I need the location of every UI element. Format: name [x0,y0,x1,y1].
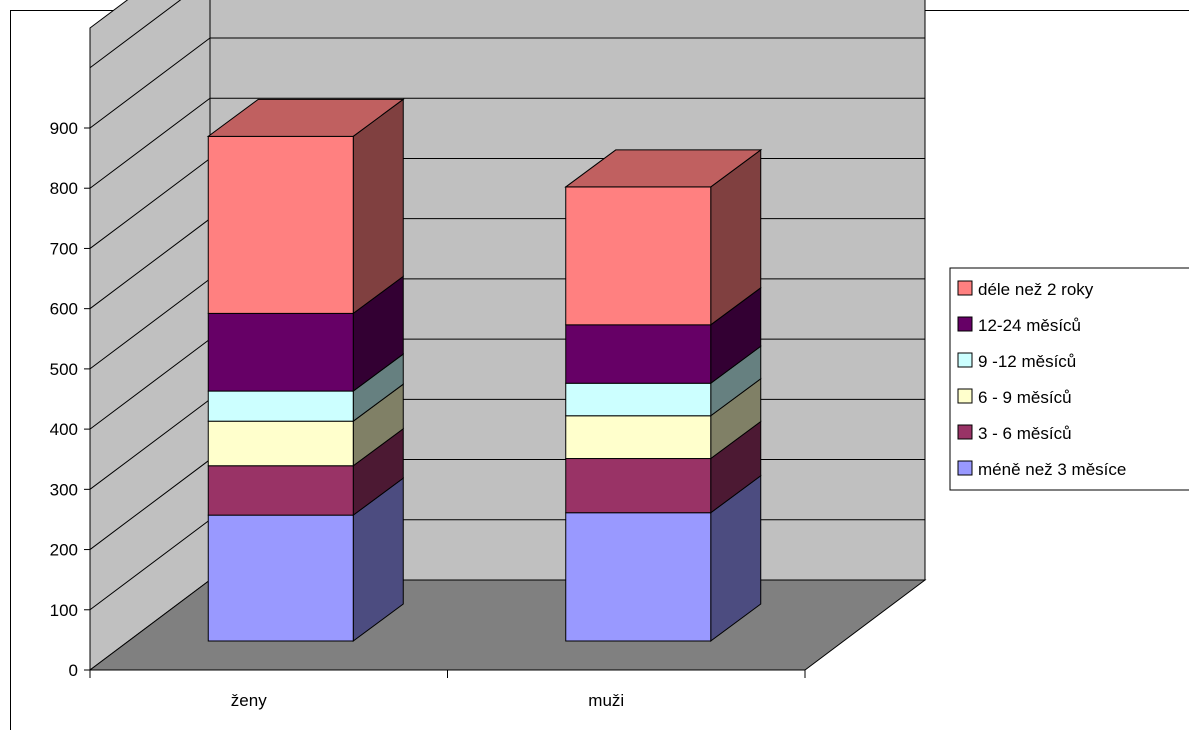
legend-swatch [957,316,973,332]
legend-swatch [957,352,973,368]
legend-label: déle než 2 roky [978,280,1094,299]
bar-segment [565,415,712,460]
side-wall [89,0,211,671]
gridline [89,97,925,189]
legend-swatch [957,280,973,296]
legend-label: 3 - 6 měsíců [978,424,1072,443]
y-tick-label: 0 [69,661,78,680]
legend-swatch [957,388,973,404]
bar-segment [207,390,354,422]
bar-segment [565,512,712,642]
bars [206,98,763,642]
gridline [89,0,182,69]
bar-segment [207,135,354,314]
y-tick-label: 900 [50,119,78,138]
bar-segment [565,186,712,326]
bar-side [352,98,404,315]
y-tick-label: 800 [50,179,78,198]
y-tick-label: 300 [50,480,78,499]
legend-label: 12-24 měsíců [978,316,1081,335]
bar-segment [565,324,712,384]
legend-box [949,267,1189,491]
x-category-label: muži [588,691,624,710]
legend: déle než 2 roky 12-24 měsíců 9 -12 měsíců 6… [949,267,1189,491]
bar-top [564,149,763,188]
legend-label: 9 -12 měsíců [978,352,1076,371]
bar-segment [565,382,712,417]
legend-label: 6 - 9 měsíců [978,388,1072,407]
y-tick-label: 100 [50,601,78,620]
bar-segment [207,514,354,642]
bar-segment [207,465,354,516]
y-tick-label: 700 [50,239,78,258]
legend-swatch [957,424,973,440]
x-category-label: ženy [231,691,267,710]
bar-segment [565,458,712,514]
y-axis: 0 100 200 300 400 500 600 700 800 900 [50,119,91,680]
y-tick-label: 600 [50,300,78,319]
legend-swatch [957,460,973,476]
bar-top [206,98,405,137]
y-tick-label: 400 [50,420,78,439]
bar-segment [207,420,354,467]
y-tick-label: 500 [50,360,78,379]
y-tick-label: 200 [50,541,78,560]
gridline [89,37,925,129]
bar-segment [207,312,354,392]
legend-label: méně než 3 měsíce [978,460,1126,479]
x-axis: ženy muži [89,669,806,710]
